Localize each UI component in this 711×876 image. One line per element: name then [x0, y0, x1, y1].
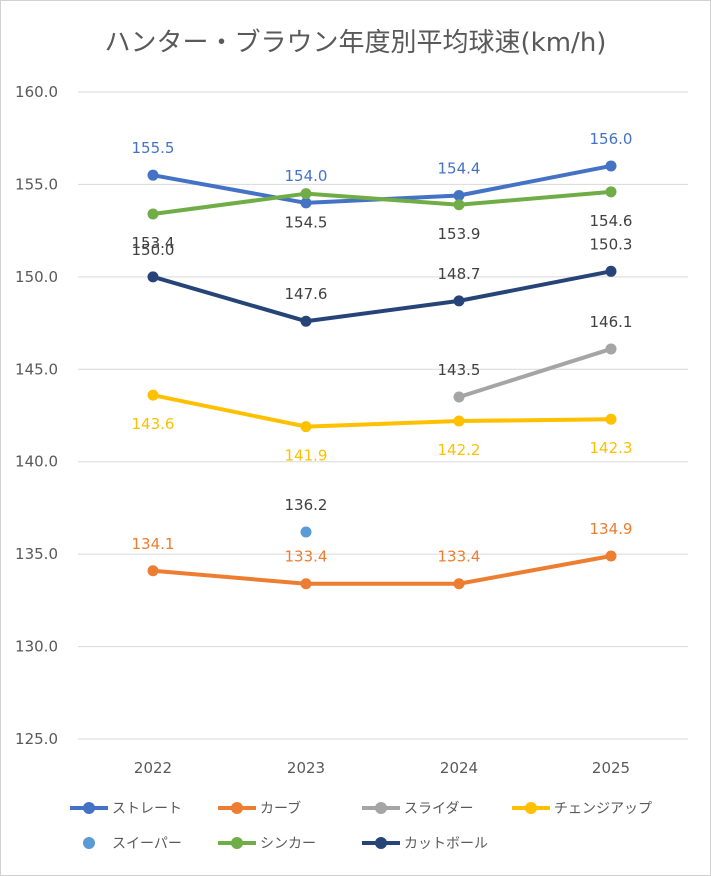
data-label: 142.3	[590, 439, 633, 457]
data-label: 136.2	[285, 496, 328, 514]
data-label: 142.2	[438, 441, 481, 459]
data-label: 148.7	[438, 265, 481, 283]
data-label: 143.6	[132, 415, 175, 433]
data-point	[605, 265, 617, 277]
data-label: 154.5	[285, 214, 328, 232]
data-label: 146.1	[590, 313, 633, 331]
legend-swatch	[70, 833, 108, 853]
data-label: 154.0	[285, 167, 328, 185]
data-label: 133.4	[438, 548, 481, 566]
data-label: 143.5	[438, 361, 481, 379]
legend-label: チェンジアップ	[554, 801, 652, 817]
x-axis-ticks: 2022 2023 2024 2025	[134, 759, 630, 777]
data-label: 156.0	[590, 130, 633, 148]
legend-label: ストレート	[112, 801, 182, 817]
data-label: 134.9	[590, 520, 633, 538]
data-point	[300, 197, 312, 209]
legend-label: カットボール	[404, 836, 488, 852]
legend-item[interactable]: カットボール	[362, 833, 488, 853]
data-labels: 155.5 154.0 154.4 156.0 134.1 133.4 133.4 134.9…	[132, 130, 633, 566]
y-tick-label: 135.0	[15, 545, 58, 563]
y-tick-label: 145.0	[15, 360, 58, 378]
data-point	[453, 415, 465, 427]
data-point	[300, 578, 312, 590]
legend-label: スライダー	[404, 801, 474, 817]
y-tick-label: 155.0	[15, 175, 58, 193]
data-point	[605, 413, 617, 425]
data-point	[605, 550, 617, 562]
data-label: 153.9	[438, 225, 481, 243]
data-label: 153.4	[132, 234, 175, 252]
y-tick-label: 125.0	[15, 730, 58, 748]
series-line	[457, 346, 613, 400]
data-point	[300, 526, 312, 538]
x-tick-label: 2023	[287, 759, 325, 777]
y-tick-label: 140.0	[15, 453, 58, 471]
legend-item[interactable]: チェンジアップ	[512, 798, 652, 818]
legend-swatch	[362, 833, 400, 853]
legend-item[interactable]: シンカー	[218, 833, 316, 853]
legend-item[interactable]: カーブ	[218, 798, 301, 818]
series-line	[151, 189, 613, 217]
data-point	[300, 421, 312, 433]
data-label: 133.4	[285, 548, 328, 566]
legend-swatch	[218, 798, 256, 818]
data-label: 155.5	[132, 139, 175, 157]
x-tick-label: 2025	[592, 759, 630, 777]
x-tick-label: 2024	[440, 759, 478, 777]
data-point	[605, 186, 617, 198]
data-label: 154.6	[590, 212, 633, 230]
legend-label: カーブ	[260, 801, 302, 817]
y-tick-label: 130.0	[15, 638, 58, 656]
legend-item[interactable]: スイーパー	[70, 833, 182, 853]
data-point	[147, 169, 159, 181]
data-point	[453, 391, 465, 403]
data-label: 134.1	[132, 535, 175, 553]
data-label: 141.9	[285, 447, 328, 465]
y-axis-ticks: 125.0 130.0 135.0 140.0 145.0 150.0 155.0 160.0	[15, 83, 58, 748]
y-tick-label: 150.0	[15, 268, 58, 286]
data-point	[453, 578, 465, 590]
data-point	[300, 188, 312, 200]
data-point	[605, 160, 617, 172]
legend-swatch	[218, 833, 256, 853]
series-points	[147, 160, 617, 590]
data-label: 150.3	[590, 235, 633, 253]
data-point	[147, 271, 159, 283]
data-point	[147, 208, 159, 220]
legend-label: スイーパー	[112, 836, 182, 852]
legend-item[interactable]: スライダー	[362, 798, 473, 818]
data-point	[453, 295, 465, 307]
series-line	[151, 553, 613, 586]
data-point	[453, 190, 465, 202]
legend-swatch	[70, 798, 108, 818]
legend-item[interactable]: ストレート	[70, 798, 182, 818]
legend-swatch	[362, 798, 400, 818]
data-point	[453, 199, 465, 211]
data-point	[147, 389, 159, 401]
data-point	[300, 315, 312, 327]
chart-title: ハンター・ブラウン年度別平均球速(km/h)	[104, 28, 607, 58]
data-point	[147, 565, 159, 577]
legend-label: シンカー	[260, 836, 316, 852]
data-point	[605, 343, 617, 355]
series-line	[151, 269, 613, 324]
data-label: 147.6	[285, 285, 328, 303]
legend-swatch	[512, 798, 550, 818]
y-tick-label: 160.0	[15, 83, 58, 101]
series-lines	[151, 163, 613, 586]
series-line	[151, 393, 613, 429]
data-label: 154.4	[438, 160, 481, 178]
data-label: 150.0	[132, 241, 175, 259]
x-tick-label: 2022	[134, 759, 172, 777]
